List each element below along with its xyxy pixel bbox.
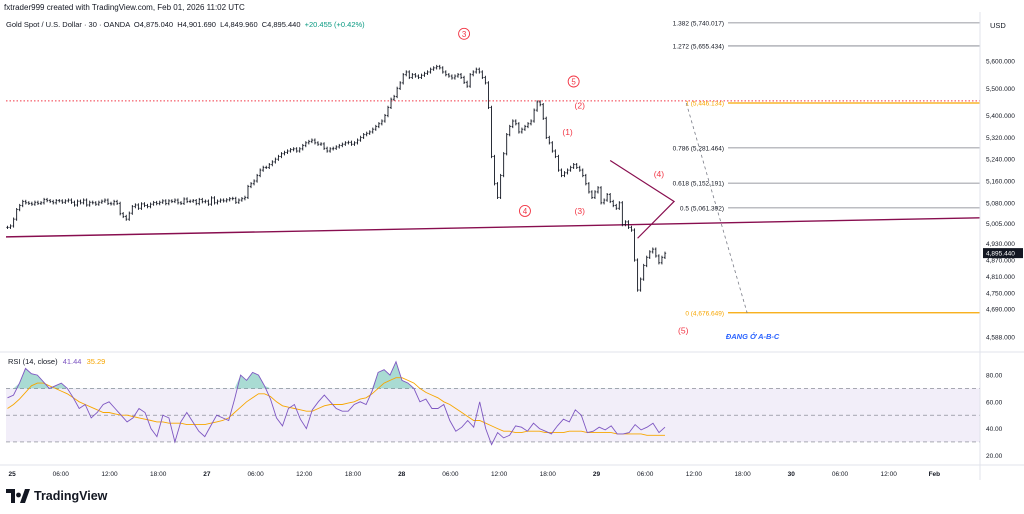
time-tick-label: 06:00: [247, 471, 264, 478]
fib-level-label: 0.786 (5,281.464): [673, 145, 724, 152]
ohlc-low: L4,849.960: [220, 20, 258, 29]
price-tick-label: 5,080.000: [986, 200, 1015, 207]
time-tick-label: 18:00: [150, 471, 167, 478]
time-tick-label: 06:00: [637, 471, 654, 478]
price-change: +20.455 (+0.42%): [304, 20, 365, 29]
price-tick-label: 4,750.000: [986, 290, 1015, 297]
price-tick-label: 5,500.000: [986, 86, 1015, 93]
time-tick-label: 12:00: [881, 471, 898, 478]
elliott-wave-circle: [567, 75, 580, 88]
fib-level-label: 1.382 (5,740.017): [673, 20, 724, 27]
symbol-name: Gold Spot / U.S. Dollar · 30 · OANDA: [6, 20, 130, 29]
price-axis[interactable]: 5,600.000 5,500.000 5,400.000 5,320.000 5,24…: [979, 12, 1023, 480]
price-tick-label: 5,600.000: [986, 59, 1015, 66]
time-tick-label: 18:00: [540, 471, 557, 478]
fib-level-label: 1 (5,446.134): [685, 101, 724, 108]
elliott-wave-circle: [519, 205, 531, 217]
time-tick-label: 06:00: [832, 471, 849, 478]
elliott-wave-label: (5): [678, 325, 689, 335]
time-tick-label: 25: [8, 471, 16, 478]
projection-dashed-line: [685, 102, 748, 314]
time-tick-label: 12:00: [101, 471, 118, 478]
time-tick-label: Feb: [929, 471, 941, 478]
time-tick-label: 12:00: [296, 471, 313, 478]
price-tick-label: 5,005.000: [986, 221, 1015, 228]
time-tick-label: 06:00: [442, 471, 459, 478]
rsi-value: 41.44: [62, 357, 82, 366]
price-tick-label: 5,320.000: [986, 135, 1015, 142]
elliott-wave-label: 3: [462, 30, 467, 39]
price-tick-label: 5,240.000: [986, 157, 1015, 164]
price-tick-label: 4,810.000: [986, 274, 1015, 281]
rsi-overbought-fill: [7, 361, 665, 389]
tradingview-logo-icon: [6, 489, 30, 503]
price-pane[interactable]: 1.382 (5,740.017) 1.272 (5,655.434) 1 (5,4…: [0, 20, 1024, 353]
rsi-ma-line: [7, 377, 665, 436]
price-tick-label: 4,588.000: [986, 334, 1015, 341]
tradingview-logo: TradingView: [6, 489, 107, 503]
time-tick-label: 29: [593, 471, 601, 478]
tradingview-wordmark: TradingView: [34, 489, 108, 503]
time-tick-label: 18:00: [345, 471, 362, 478]
time-tick-label: 06:00: [53, 471, 70, 478]
rsi-tick-label: 60.00: [986, 399, 1003, 406]
time-tick-label: 28: [398, 471, 406, 478]
price-tick-label: 4,930.000: [986, 241, 1015, 248]
ohlc-open: O4,875.040: [133, 20, 174, 29]
elliott-wave-label: (2): [575, 100, 586, 110]
rsi-title: RSI (14, close): [8, 357, 58, 366]
elliott-wave-label: (4): [654, 169, 665, 179]
fib-level-label: 0.5 (5,061.392): [680, 205, 724, 212]
price-tick-label: 5,160.000: [986, 179, 1015, 186]
fib-level-label: 0 (4,676.649): [685, 310, 724, 317]
ohlc-close: C4,895.440: [261, 20, 301, 29]
time-tick-label: 30: [788, 471, 796, 478]
price-tick-label: 4,690.000: [986, 307, 1015, 314]
trendline: [5, 217, 981, 238]
rsi-legend[interactable]: RSI (14, close) 41.44 35.29: [8, 357, 105, 366]
author-line: fxtrader999 created with TradingView.com…: [4, 3, 245, 12]
elliott-wave-label: 5: [571, 78, 576, 87]
rsi-pane[interactable]: [0, 360, 1024, 466]
time-axis[interactable]: 25 06:00 12:00 18:00 27 06:00 12:00 18:00 28 06:0…: [8, 471, 940, 478]
rsi-tick-label: 40.00: [986, 426, 1003, 433]
rsi-line: [7, 360, 666, 446]
symbol-legend[interactable]: Gold Spot / U.S. Dollar · 30 · OANDA O4,…: [6, 20, 365, 29]
ohlc-high: H4,901.690: [177, 20, 216, 29]
rsi-ma-value: 35.29: [86, 357, 106, 366]
elliott-wave-circle: [458, 27, 471, 40]
abc-annotation: ĐANG Ở A-B-C: [726, 332, 780, 341]
price-bars: [6, 64, 667, 292]
time-tick-label: 12:00: [686, 471, 703, 478]
time-tick-label: 12:00: [491, 471, 508, 478]
elliott-wave-label: 4: [523, 207, 528, 216]
price-tick-label: 5,400.000: [986, 113, 1015, 120]
last-price-value: 4,895.440: [986, 251, 1015, 258]
rsi-tick-label: 80.00: [986, 373, 1003, 380]
currency-label[interactable]: USD: [990, 21, 1006, 30]
elliott-wave-label: (1): [562, 127, 573, 137]
elliott-wave-label: (3): [575, 206, 586, 216]
fib-level-label: 1.272 (5,655.434): [673, 43, 724, 50]
fib-level-label: 0.618 (5,152.191): [673, 181, 724, 188]
triangle-pattern: [609, 160, 676, 239]
time-tick-label: 18:00: [734, 471, 751, 478]
price-tick-label: 4,870.000: [986, 258, 1015, 265]
last-price-tag: [983, 248, 1023, 259]
time-tick-label: 27: [203, 471, 211, 478]
rsi-tick-label: 20.00: [986, 453, 1003, 460]
